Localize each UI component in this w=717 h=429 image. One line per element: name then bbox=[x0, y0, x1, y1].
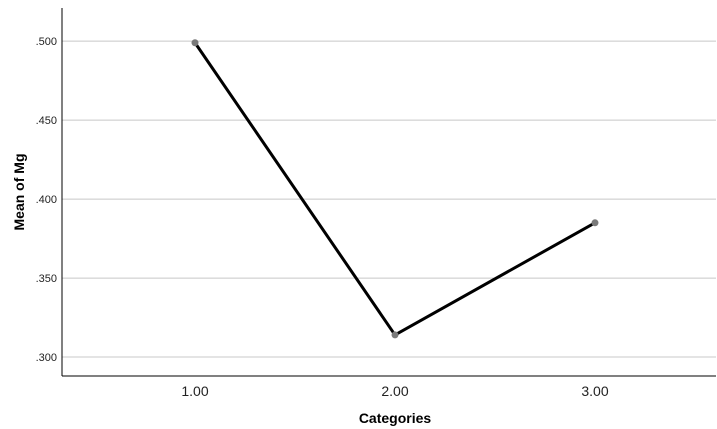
y-tick-labels: .500 .450 .400 .350 .300 bbox=[36, 36, 57, 364]
x-tick-label: 3.00 bbox=[581, 383, 608, 399]
y-tick-label: .400 bbox=[36, 194, 57, 206]
data-point bbox=[391, 331, 399, 339]
axes bbox=[61, 8, 716, 377]
y-tick-label: .300 bbox=[36, 352, 57, 364]
y-tick-label: .500 bbox=[36, 36, 57, 48]
series-line bbox=[193, 41, 596, 337]
y-axis-title: Mean of Mg bbox=[11, 154, 27, 231]
y-tick-label: .450 bbox=[36, 115, 57, 127]
y-tick-label: .350 bbox=[36, 273, 57, 285]
gridlines bbox=[62, 40, 716, 358]
data-point bbox=[191, 39, 199, 47]
x-axis-title: Categories bbox=[359, 410, 432, 426]
series-group bbox=[191, 39, 599, 339]
data-point bbox=[591, 219, 599, 227]
x-tick-label: 2.00 bbox=[381, 383, 408, 399]
x-tick-labels: 1.00 2.00 3.00 bbox=[181, 383, 608, 399]
x-tick-label: 1.00 bbox=[181, 383, 208, 399]
